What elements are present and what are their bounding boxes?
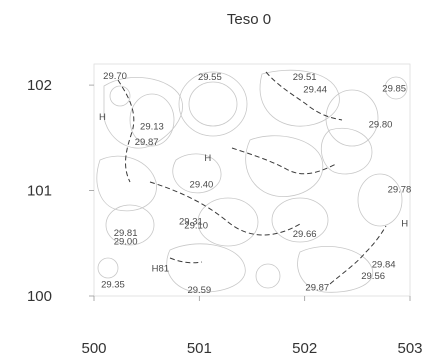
contour-blob-3 xyxy=(245,135,324,198)
pressure-label: 29.87 xyxy=(305,283,329,294)
pressure-label: 29.51 xyxy=(293,72,317,83)
contour-low-center xyxy=(197,197,259,247)
pressure-label: 29.81 xyxy=(114,228,138,239)
chart-title: Teso 0 xyxy=(227,11,271,28)
pressure-label: 29.80 xyxy=(369,119,393,130)
high-pressure-marker: H xyxy=(401,218,408,229)
pressure-label: 29.56 xyxy=(361,271,385,282)
pressure-label: 29.87 xyxy=(135,137,159,148)
high-pressure-marker: H xyxy=(99,112,106,123)
contour-right-upper xyxy=(325,89,379,147)
pressure-label: 29.70 xyxy=(103,71,127,82)
pressure-label: H81 xyxy=(152,264,169,275)
track-middle xyxy=(231,147,337,175)
x-tick-label: 503 xyxy=(397,340,422,357)
contour-ring-2 xyxy=(384,76,408,100)
y-tick-label: 102 xyxy=(27,77,52,94)
contour-field xyxy=(96,69,408,293)
pressure-label: 29.55 xyxy=(198,72,222,83)
pressure-label: 29.78 xyxy=(388,185,412,196)
contour-high-inner xyxy=(188,81,238,127)
track-north xyxy=(265,71,343,121)
pressure-label: 29.31 xyxy=(179,216,203,227)
contour-ring-1 xyxy=(109,85,131,107)
pressure-label: 29.40 xyxy=(190,179,214,190)
pressure-label: 29.13 xyxy=(140,121,164,132)
x-tick-label: 501 xyxy=(187,340,212,357)
contour-blob-1 xyxy=(103,77,183,149)
contour-left-lower xyxy=(105,204,155,246)
contour-right-lower xyxy=(271,197,329,243)
contour-blob-2 xyxy=(259,69,340,127)
y-tick-label: 100 xyxy=(27,288,52,305)
x-tick-label: 500 xyxy=(81,340,106,357)
contour-blob-6 xyxy=(297,245,374,293)
track-center xyxy=(149,181,301,236)
pressure-label: 29.85 xyxy=(382,83,406,94)
axis-ticks: 500 501 502 503 100 101 102 xyxy=(27,77,423,357)
track-southeast xyxy=(329,225,387,285)
contour-high-center xyxy=(178,71,248,137)
contour-ring-3 xyxy=(255,263,281,289)
pressure-label: 29.10 xyxy=(184,221,208,232)
track-south xyxy=(169,257,203,264)
track-west xyxy=(117,79,135,183)
contour-blob-8 xyxy=(321,127,373,175)
pressure-label: 29.00 xyxy=(114,236,138,247)
track-lines xyxy=(117,71,387,285)
y-tick-label: 101 xyxy=(27,183,52,200)
contour-left-upper xyxy=(129,93,175,147)
contour-blob-5 xyxy=(166,243,246,293)
contour-blob-7 xyxy=(172,153,222,194)
contour-right-edge xyxy=(357,173,403,227)
contour-blob-4 xyxy=(96,155,157,212)
high-pressure-marker: H xyxy=(204,153,211,164)
pressure-label: 29.35 xyxy=(101,280,125,291)
x-tick-label: 502 xyxy=(292,340,317,357)
plot-frame xyxy=(93,63,411,297)
pressure-label: 29.66 xyxy=(293,229,317,240)
contour-ring-4 xyxy=(97,257,119,279)
pressure-label: 29.84 xyxy=(372,260,396,271)
pressure-label: 29.44 xyxy=(303,84,327,95)
pressure-label: 29.59 xyxy=(187,285,211,296)
